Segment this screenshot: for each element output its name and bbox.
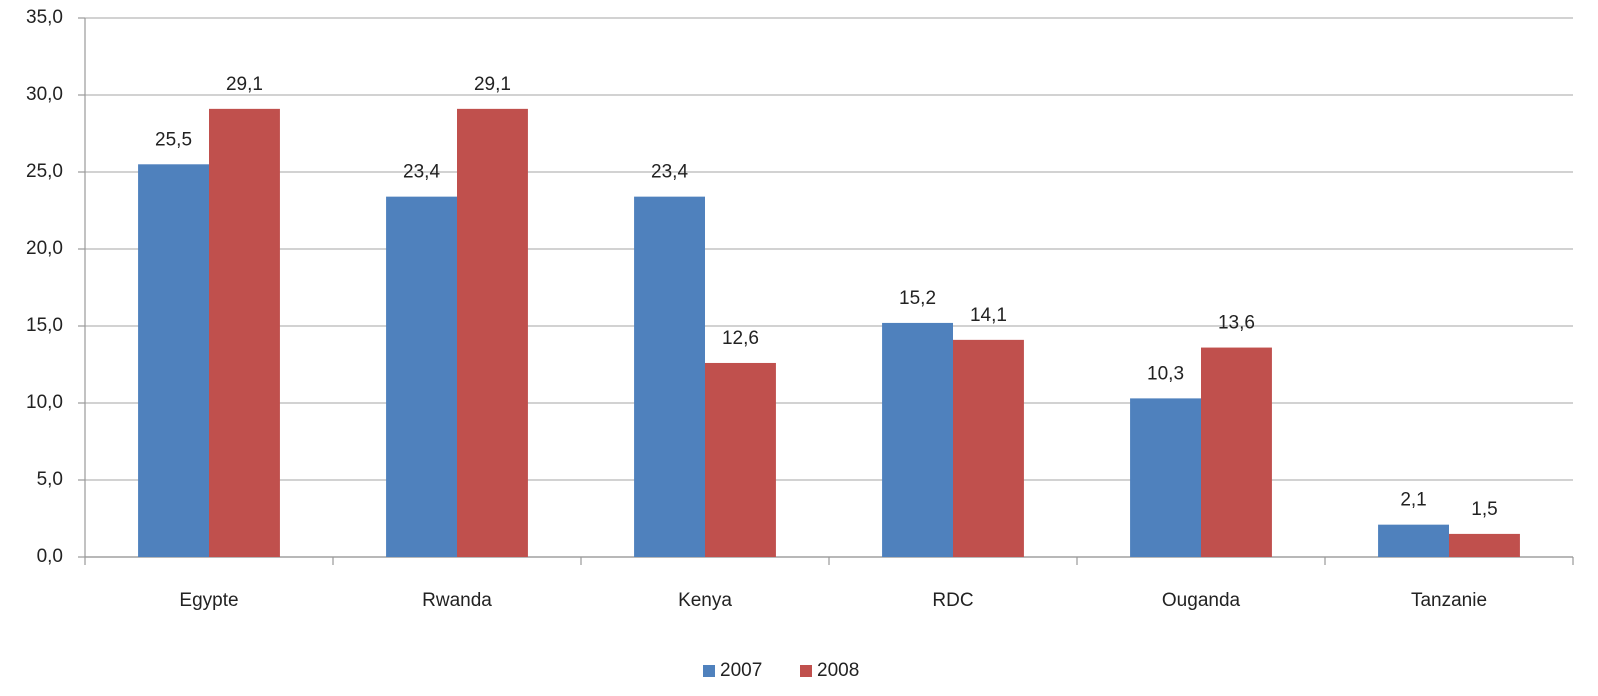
bar <box>386 196 457 557</box>
legend-label: 2007 <box>720 660 762 681</box>
value-label: 14,1 <box>970 305 1007 326</box>
value-label: 13,6 <box>1218 313 1255 334</box>
bar <box>138 164 209 558</box>
y-tick-label: 25,0 <box>26 161 63 182</box>
value-label: 15,2 <box>899 288 936 309</box>
bar <box>634 196 705 557</box>
bar <box>1378 524 1449 557</box>
x-tick-label: Rwanda <box>422 590 492 611</box>
bar <box>705 362 776 557</box>
value-label: 25,5 <box>155 129 192 150</box>
bar <box>209 108 280 558</box>
y-tick-label: 15,0 <box>26 315 63 336</box>
x-tick-label: RDC <box>932 590 973 611</box>
x-tick-label: Ouganda <box>1162 590 1241 611</box>
legend-swatch <box>703 665 715 677</box>
value-label: 29,1 <box>226 74 263 95</box>
bar <box>882 322 953 557</box>
y-tick-label: 30,0 <box>26 84 63 105</box>
bar <box>953 339 1024 557</box>
legend-swatch <box>800 665 812 677</box>
value-label: 29,1 <box>474 74 511 95</box>
bar <box>1201 347 1272 557</box>
y-tick-label: 0,0 <box>37 546 63 567</box>
y-tick-label: 10,0 <box>26 392 63 413</box>
bar <box>457 108 528 558</box>
value-label: 23,4 <box>403 162 440 183</box>
y-tick-label: 5,0 <box>37 469 63 490</box>
value-label: 2,1 <box>1400 490 1426 511</box>
y-tick-label: 20,0 <box>26 238 63 259</box>
value-label: 10,3 <box>1147 363 1184 384</box>
x-tick-label: Egypte <box>179 590 238 611</box>
x-tick-label: Kenya <box>678 590 732 611</box>
bar <box>1449 533 1520 557</box>
x-tick-label: Tanzanie <box>1411 590 1487 611</box>
legend-label: 2008 <box>817 660 859 681</box>
bar <box>1130 398 1201 557</box>
value-label: 1,5 <box>1471 499 1497 520</box>
y-tick-label: 35,0 <box>26 7 63 28</box>
value-label: 12,6 <box>722 328 759 349</box>
value-label: 23,4 <box>651 162 688 183</box>
